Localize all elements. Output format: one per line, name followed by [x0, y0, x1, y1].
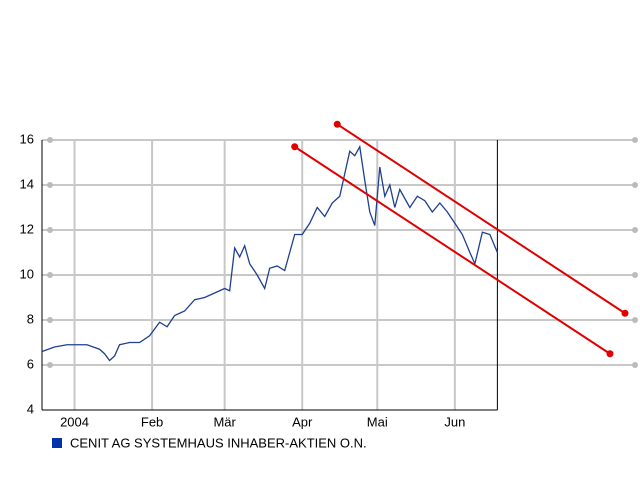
trend-point	[333, 120, 341, 128]
grid-dot	[47, 182, 53, 188]
grid-dot	[47, 362, 53, 368]
trend-point	[291, 143, 299, 151]
trend-line	[336, 123, 626, 315]
grid-dot	[47, 272, 53, 278]
grid-dot	[632, 182, 638, 188]
x-tick-label: Mai	[367, 414, 388, 429]
y-tick-label: 8	[27, 311, 34, 326]
y-tick-label: 10	[20, 266, 34, 281]
x-tick-label: Jun	[444, 414, 465, 429]
grid-dot	[632, 272, 638, 278]
x-tick-label: Feb	[141, 414, 163, 429]
trend-point	[621, 309, 629, 317]
trend-line	[294, 145, 611, 355]
legend-swatch	[52, 438, 62, 448]
y-tick-label: 14	[20, 176, 34, 191]
y-tick-label: 16	[20, 131, 34, 146]
price-line	[41, 144, 498, 362]
grid-dot	[632, 137, 638, 143]
trend-point	[606, 350, 614, 358]
grid-dot	[632, 362, 638, 368]
x-tick-label: 2004	[60, 414, 89, 429]
y-tick-label: 4	[27, 401, 34, 416]
grid-dot	[47, 227, 53, 233]
grid-dot	[632, 317, 638, 323]
x-tick-label: Apr	[292, 414, 313, 429]
grid-dot	[47, 137, 53, 143]
y-tick-label: 6	[27, 356, 34, 371]
grid-dot	[47, 317, 53, 323]
legend-label: CENIT AG SYSTEMHAUS INHABER-AKTIEN O.N.	[70, 435, 367, 450]
y-tick-label: 12	[20, 221, 34, 236]
x-tick-label: Mär	[213, 414, 236, 429]
grid-dot	[632, 227, 638, 233]
